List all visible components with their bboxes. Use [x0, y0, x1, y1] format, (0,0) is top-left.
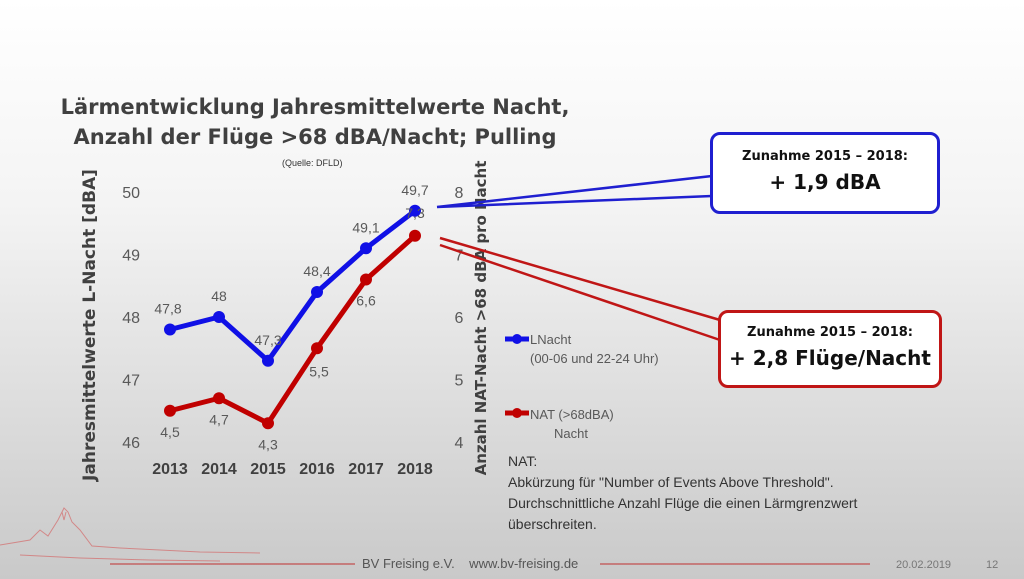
skyline-sketch — [0, 507, 261, 562]
y-left-tick-49: 49 — [122, 248, 140, 265]
data-label-nat-2014: 4,7 — [209, 411, 229, 427]
data-point-nat-2013 — [164, 404, 176, 417]
legend-nat-label: NAT (>68dBA) — [530, 407, 614, 422]
x-tick-2013: 2013 — [152, 461, 188, 478]
data-label-nat-2016: 5,5 — [309, 363, 329, 379]
data-label-nat-2018: 7,3 — [405, 205, 425, 221]
series-line-lnacht — [169, 208, 417, 364]
callout-dba-heading: Zunahme 2015 – 2018: — [742, 149, 908, 164]
legend-nat: NAT (>68dBA) Nacht — [530, 405, 614, 443]
callout-flights-connector — [439, 236, 721, 342]
chart-source: (Quelle: DFLD) — [282, 158, 343, 168]
y-right-tick-8: 8 — [455, 185, 464, 202]
legend-lnacht-sub: (00-06 und 22-24 Uhr) — [530, 351, 659, 366]
x-tick-2016: 2016 — [299, 461, 335, 478]
data-label-lnacht-2014: 48 — [211, 288, 227, 304]
data-point-lnacht-2013 — [164, 323, 176, 336]
data-label-lnacht-2016: 48,4 — [303, 263, 330, 279]
callout-dba-value: + 1,9 dBA — [769, 170, 881, 194]
data-label-lnacht-2013: 47,8 — [154, 301, 181, 317]
footer-organization: BV Freising e.V. www.bv-freising.de — [362, 556, 579, 571]
series-line-nat — [169, 233, 417, 426]
x-tick-2017: 2017 — [348, 461, 384, 478]
callout-dba-connector — [436, 174, 713, 209]
data-point-lnacht-2015 — [262, 354, 274, 367]
y-left-tick-48: 48 — [122, 310, 140, 327]
y-right-tick-6: 6 — [455, 310, 464, 327]
x-tick-2015: 2015 — [250, 461, 286, 478]
y-left-tick-47: 47 — [122, 373, 140, 390]
y-left-tick-50: 50 — [122, 185, 140, 202]
legend-nat-sub: Nacht — [554, 426, 588, 441]
chart-title-line-1: Lärmentwicklung Jahresmittelwerte Nacht, — [60, 95, 570, 119]
data-point-lnacht-2016 — [311, 286, 323, 298]
nat-note-line-1: NAT: — [508, 453, 538, 469]
data-label-lnacht-2015: 47,3 — [254, 332, 281, 348]
nat-note-line-3: Durchschnittliche Anzahl Flüge die einen… — [508, 495, 858, 511]
nat-explanation: NAT: Abkürzung für "Number of Events Abo… — [508, 451, 857, 535]
y-right-tick-5: 5 — [455, 373, 464, 390]
data-label-nat-2015: 4,3 — [258, 436, 278, 452]
data-point-nat-2018 — [409, 229, 421, 242]
legend-lnacht: LNacht (00-06 und 22-24 Uhr) — [530, 330, 659, 368]
data-point-nat-2014 — [213, 392, 225, 405]
data-point-lnacht-2018 — [409, 204, 421, 217]
x-tick-2018: 2018 — [397, 461, 433, 478]
x-tick-2014: 2014 — [201, 461, 237, 478]
data-point-lnacht-2014 — [213, 311, 225, 323]
chart-title: Lärmentwicklung Jahresmittelwerte Nacht,… — [60, 92, 570, 152]
data-label-nat-2017: 6,6 — [356, 293, 376, 309]
data-label-lnacht-2018: 49,7 — [401, 182, 428, 198]
callout-increase-dba: Zunahme 2015 – 2018: + 1,9 dBA — [710, 132, 940, 214]
footer-page-number: 12 — [986, 559, 999, 571]
nat-note-line-2: Abkürzung für "Number of Events Above Th… — [508, 474, 834, 490]
callout-flights-heading: Zunahme 2015 – 2018: — [747, 325, 913, 340]
y-right-tick-7: 7 — [455, 248, 464, 265]
data-label-lnacht-2017: 49,1 — [352, 219, 379, 235]
data-point-nat-2017 — [360, 273, 372, 286]
footer-date: 20.02.2019 — [896, 559, 952, 571]
legend-lnacht-label: LNacht — [530, 332, 572, 347]
y-left-tick-46: 46 — [122, 435, 140, 452]
legend-marker-dot-nat — [512, 408, 522, 418]
chart-title-line-2: Anzahl der Flüge >68 dBA/Nacht; Pulling — [73, 125, 557, 149]
legend-marker-dot-lnacht — [512, 334, 522, 344]
data-label-nat-2013: 4,5 — [160, 424, 180, 440]
callout-increase-flights: Zunahme 2015 – 2018: + 2,8 Flüge/Nacht — [718, 310, 942, 388]
data-point-nat-2015 — [262, 417, 274, 430]
y-axis-left-label: Jahresmittelwerte L-Nacht [dBA] — [80, 169, 100, 482]
data-point-nat-2016 — [311, 342, 323, 355]
y-right-tick-4: 4 — [455, 435, 464, 452]
nat-note-line-4: überschreiten. — [508, 516, 597, 532]
y-axis-right-label: Anzahl NAT-Nacht >68 dBA pro Nacht — [472, 161, 490, 476]
data-point-lnacht-2017 — [360, 242, 372, 255]
callout-flights-value: + 2,8 Flüge/Nacht — [729, 346, 931, 370]
